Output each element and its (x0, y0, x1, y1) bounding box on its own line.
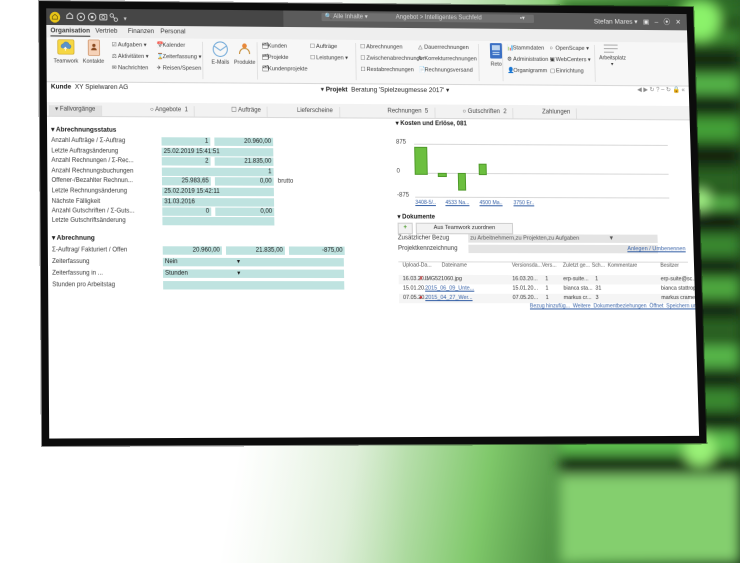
svg-text:▼: ▼ (123, 16, 128, 22)
